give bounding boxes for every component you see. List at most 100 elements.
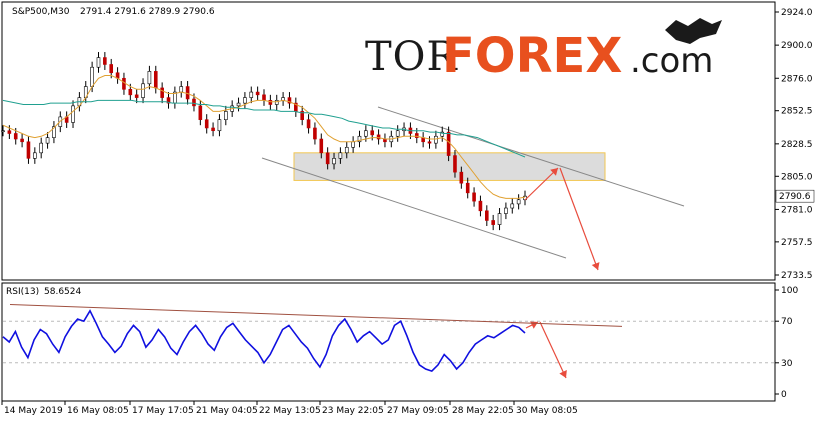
candle-body xyxy=(141,83,145,98)
candle-body xyxy=(262,94,266,101)
candle-body xyxy=(128,89,133,96)
candle-body xyxy=(313,127,317,140)
channel-line-lower xyxy=(261,157,567,259)
candle-body xyxy=(351,141,355,148)
channel-line-upper xyxy=(377,106,685,207)
candle-body xyxy=(255,91,260,96)
rsi-trendline xyxy=(9,304,623,327)
candle-body xyxy=(204,119,209,129)
candle-body xyxy=(122,77,126,90)
forecast-arrow-down-head xyxy=(591,262,600,270)
main-panel-frame xyxy=(1,1,776,281)
candle-body xyxy=(179,86,184,93)
candle-body xyxy=(491,220,495,225)
forecast-arrow-down xyxy=(559,167,599,271)
candle-body xyxy=(319,138,324,154)
candle-body xyxy=(52,126,56,138)
x-tick-label: 21 May 04:05 xyxy=(196,406,258,416)
rsi-tick-label: 0 xyxy=(781,390,787,400)
candle-body xyxy=(306,119,311,129)
current-price-label: 2790.6 xyxy=(779,192,811,202)
candle-body xyxy=(300,111,304,120)
candle-body xyxy=(459,171,464,184)
candle-body xyxy=(516,199,521,205)
chart-header-symbol: S&P500,M30 xyxy=(12,7,70,17)
candle-body xyxy=(249,91,254,98)
candle-body xyxy=(7,130,12,134)
x-tick-label: 23 May 22:05 xyxy=(322,406,384,416)
rsi-panel-frame xyxy=(1,282,776,402)
torforex-logo: TOR FOREX .com xyxy=(365,18,722,84)
candle-body xyxy=(395,130,400,137)
bull-bear-icon xyxy=(665,18,722,44)
price-tick-label: 2876.0 xyxy=(781,74,813,84)
candle-body xyxy=(472,192,476,202)
candle-body xyxy=(504,207,508,214)
candle-body xyxy=(198,105,203,120)
support-zone xyxy=(293,152,606,181)
candle-body xyxy=(134,94,139,98)
candle-body xyxy=(465,182,470,194)
price-tick-label: 2900.0 xyxy=(781,41,813,51)
candle-body xyxy=(33,152,37,159)
candle-body xyxy=(344,146,349,154)
candle-body xyxy=(20,138,24,143)
x-tick-label: 14 May 2019 xyxy=(4,406,63,416)
rsi-forecast-arrow-down xyxy=(539,321,567,379)
candle-body xyxy=(39,142,43,154)
candle-body xyxy=(478,200,483,212)
price-tick-label: 2781.0 xyxy=(781,205,813,215)
rsi-line xyxy=(2,309,526,373)
x-tick-label: 30 May 08:05 xyxy=(516,406,578,416)
candle-body xyxy=(485,210,489,221)
price-tick-label: 2852.5 xyxy=(781,107,813,117)
rsi-header-label: RSI(13) xyxy=(6,287,39,297)
rsi-tick-label: 70 xyxy=(781,317,793,327)
candle-body xyxy=(13,133,18,140)
candle-body xyxy=(497,213,502,225)
candle-body xyxy=(103,57,107,65)
ema-fast-line xyxy=(2,75,526,199)
candle-body xyxy=(90,66,94,87)
x-tick-label: 16 May 08:05 xyxy=(67,406,129,416)
candle-body xyxy=(364,130,368,137)
forecast-arrow-up xyxy=(524,167,559,201)
candle-body xyxy=(147,71,152,85)
chart-header-ohlc: 2791.4 2791.6 2789.9 2790.6 xyxy=(80,7,215,17)
candle-body xyxy=(510,203,515,209)
candle-body xyxy=(224,111,228,120)
x-tick-label: 22 May 13:05 xyxy=(259,406,321,416)
candle-body xyxy=(332,158,336,165)
candle-body xyxy=(211,127,215,132)
candle-body xyxy=(434,135,438,144)
candle-body xyxy=(166,97,171,104)
candle-body xyxy=(26,141,31,159)
candle-body xyxy=(236,102,241,107)
candle-body xyxy=(440,131,445,137)
axes: 2924.0 2900.0 2876.0 2852.5 2828.5 2805.0 2781… xyxy=(1,8,815,416)
rsi-tick-label: 30 xyxy=(781,359,793,369)
candle-body xyxy=(274,100,279,105)
price-tick-label: 2733.5 xyxy=(781,271,813,281)
candle-body xyxy=(357,135,362,143)
candle-body xyxy=(71,105,75,123)
candle-body xyxy=(109,64,114,74)
candle-body xyxy=(217,119,222,132)
candle-body xyxy=(153,71,158,89)
candle-body xyxy=(446,131,451,156)
rsi-plot-area xyxy=(2,304,774,373)
candle-body xyxy=(268,100,273,105)
candle-body xyxy=(287,97,292,104)
x-tick-label: 17 May 17:05 xyxy=(132,406,194,416)
candle-body xyxy=(414,133,419,138)
candle-body xyxy=(376,134,381,140)
candle-body xyxy=(325,152,330,165)
logo-text-tor: TOR xyxy=(365,34,458,80)
x-tick-label: 27 May 09:05 xyxy=(387,406,449,416)
rsi-header-value: 58.6524 xyxy=(44,287,81,297)
ema-slow-line xyxy=(2,99,526,158)
price-tick-label: 2924.0 xyxy=(781,8,813,18)
candle-body xyxy=(338,152,343,159)
rsi-tick-label: 100 xyxy=(781,286,798,296)
